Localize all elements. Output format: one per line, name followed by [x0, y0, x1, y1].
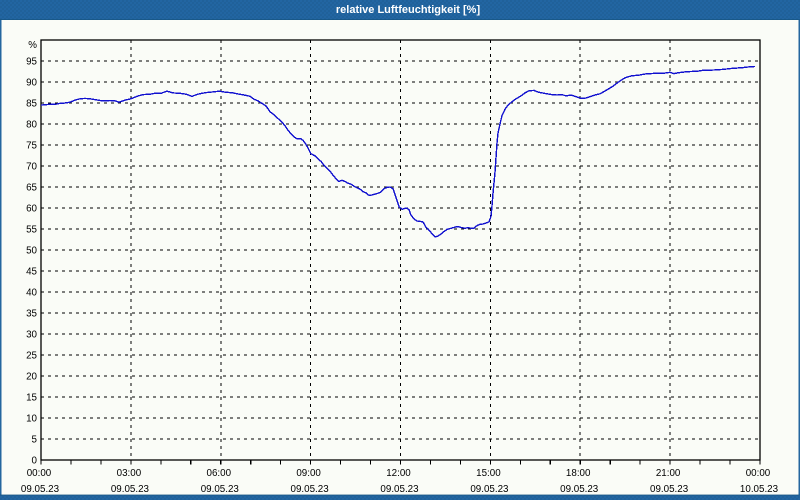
svg-text:5: 5: [32, 434, 38, 445]
svg-text:10.05.23: 10.05.23: [740, 484, 779, 495]
svg-text:65: 65: [26, 182, 37, 193]
svg-text:12:00: 12:00: [386, 468, 411, 479]
svg-text:09.05.23: 09.05.23: [111, 484, 150, 495]
svg-text:55: 55: [26, 224, 37, 235]
svg-text:09:00: 09:00: [296, 468, 321, 479]
svg-text:00:00: 00:00: [27, 468, 52, 479]
svg-text:60: 60: [26, 203, 37, 214]
svg-text:09.05.23: 09.05.23: [21, 484, 60, 495]
svg-text:21:00: 21:00: [656, 468, 681, 479]
svg-text:10: 10: [26, 413, 37, 424]
svg-text:85: 85: [26, 98, 37, 109]
svg-text:0: 0: [32, 455, 38, 466]
svg-text:30: 30: [26, 329, 37, 340]
svg-text:15:00: 15:00: [476, 468, 501, 479]
svg-text:06:00: 06:00: [207, 468, 232, 479]
svg-text:25: 25: [26, 350, 37, 361]
svg-text:15: 15: [26, 392, 37, 403]
svg-text:relative Luftfeuchtigkeit [%]: relative Luftfeuchtigkeit [%]: [336, 4, 481, 16]
svg-text:90: 90: [26, 77, 37, 88]
svg-text:40: 40: [26, 287, 37, 298]
svg-text:09.05.23: 09.05.23: [470, 484, 509, 495]
svg-text:95: 95: [26, 56, 37, 67]
svg-text:50: 50: [26, 245, 37, 256]
svg-text:20: 20: [26, 371, 37, 382]
svg-text:00:00: 00:00: [746, 468, 771, 479]
svg-text:09.05.23: 09.05.23: [201, 484, 240, 495]
svg-text:09.05.23: 09.05.23: [291, 484, 330, 495]
svg-text:80: 80: [26, 119, 37, 130]
svg-text:09.05.23: 09.05.23: [560, 484, 599, 495]
svg-text:70: 70: [26, 161, 37, 172]
svg-text:18:00: 18:00: [566, 468, 591, 479]
svg-text:75: 75: [26, 140, 37, 151]
svg-text:35: 35: [26, 308, 37, 319]
svg-text:45: 45: [26, 266, 37, 277]
svg-text:03:00: 03:00: [117, 468, 142, 479]
svg-text:%: %: [28, 40, 37, 51]
svg-text:09.05.23: 09.05.23: [380, 484, 419, 495]
svg-text:09.05.23: 09.05.23: [650, 484, 689, 495]
